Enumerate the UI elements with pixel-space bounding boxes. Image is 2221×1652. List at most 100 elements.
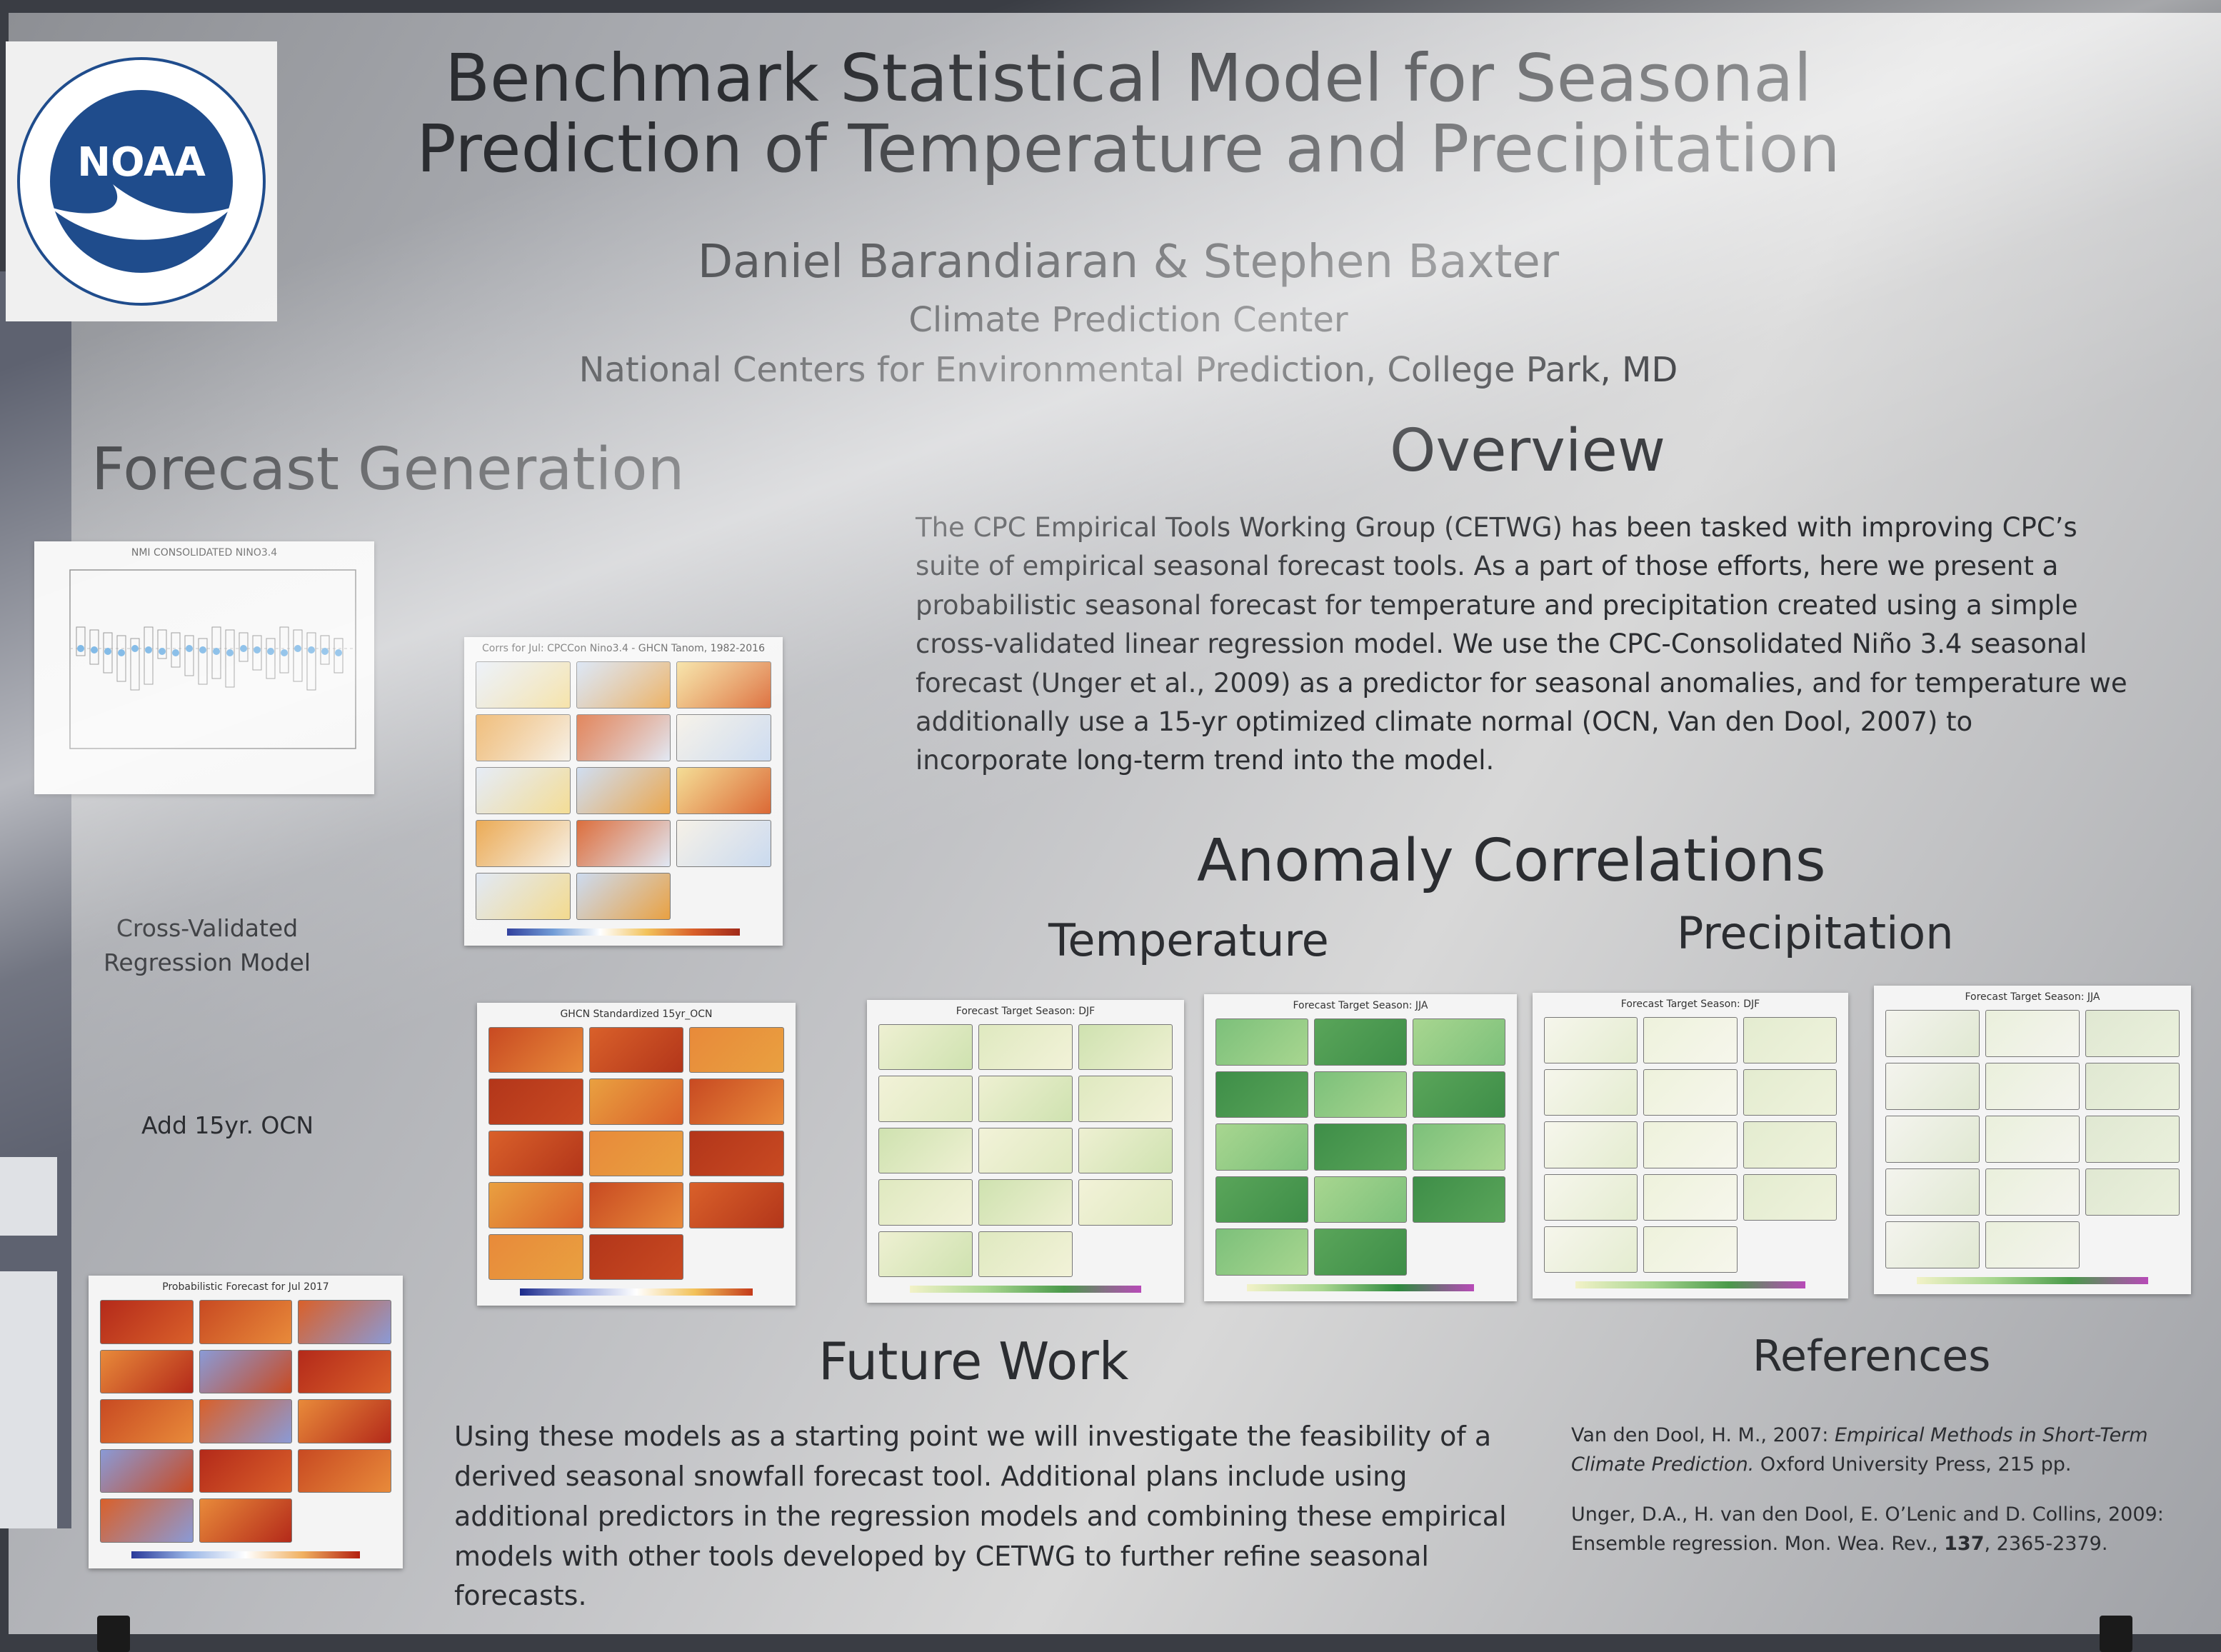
map-thumbnail — [689, 1130, 784, 1177]
map-grid — [488, 1027, 784, 1280]
map-thumbnail — [199, 1399, 293, 1443]
map-thumbnail — [676, 820, 771, 867]
nino-boxplot-chart — [69, 569, 356, 749]
map-grid — [1544, 1017, 1837, 1273]
map-thumbnail — [588, 1233, 684, 1280]
boxplot-mean-dot — [335, 649, 342, 656]
map-thumbnail — [100, 1349, 194, 1394]
precipitation-djf-figure: Forecast Target Season: DJF — [1533, 993, 1848, 1298]
map-thumbnail — [100, 1300, 194, 1344]
colorbar — [1575, 1281, 1805, 1288]
map-thumbnail — [588, 1027, 684, 1073]
map-thumbnail — [1643, 1173, 1738, 1221]
ocn-maps-figure: GHCN Standardized 15yr_OCN — [477, 1003, 796, 1306]
map-thumbnail — [1078, 1179, 1173, 1226]
boxplot-mean-dot — [199, 646, 206, 654]
map-thumbnail — [476, 767, 571, 814]
step-cross-validated-model: Cross-Validated Regression Model — [103, 914, 311, 976]
map-thumbnail — [1314, 1176, 1407, 1223]
boxplot-box — [266, 638, 276, 679]
map-thumbnail — [1544, 1121, 1638, 1168]
boxplot-mean-dot — [321, 648, 329, 655]
svg-text:NOAA: NOAA — [77, 139, 206, 186]
map-thumbnail — [1885, 1010, 1980, 1057]
step-add-ocn: Add 15yr. OCN — [141, 1111, 314, 1139]
boxplot-mean-dot — [91, 646, 98, 654]
boxplot-mean-dot — [77, 645, 84, 652]
map-thumbnail — [689, 1182, 784, 1228]
map-thumbnail — [878, 1127, 973, 1174]
map-thumbnail — [588, 1078, 684, 1125]
boxplot-box — [144, 626, 154, 685]
figure-title: Forecast Target Season: DJF — [1620, 998, 1760, 1010]
map-thumbnail — [199, 1448, 293, 1493]
boxplot-series — [76, 626, 344, 691]
boxplot-mean-dot — [145, 646, 152, 654]
forecast-generation-heading: Forecast Generation — [91, 436, 685, 504]
boxplot-box — [225, 629, 235, 688]
map-thumbnail — [1544, 1069, 1638, 1116]
map-thumbnail — [1885, 1116, 1980, 1163]
map-thumbnail — [2085, 1116, 2180, 1163]
map-thumbnail — [488, 1233, 583, 1280]
map-thumbnail — [1314, 1018, 1407, 1066]
map-thumbnail — [2085, 1168, 2180, 1216]
colorbar — [507, 928, 740, 936]
map-thumbnail — [978, 1024, 1073, 1071]
map-thumbnail — [476, 820, 571, 867]
boxplot-mean-dot — [240, 645, 247, 652]
map-thumbnail — [1643, 1226, 1738, 1273]
neighbor-card — [0, 1271, 57, 1528]
references-list: Van den Dool, H. M., 2007: Empirical Met… — [1571, 1421, 2164, 1580]
map-thumbnail — [1985, 1116, 2080, 1163]
boxplot-mean-dot — [172, 649, 179, 656]
map-thumbnail — [100, 1498, 194, 1543]
map-thumbnail — [199, 1300, 293, 1344]
map-thumbnail — [1413, 1176, 1505, 1223]
map-thumbnail — [576, 714, 671, 761]
map-thumbnail — [1215, 1176, 1308, 1223]
colorbar — [520, 1288, 753, 1296]
neighbor-card — [0, 1157, 57, 1236]
map-grid — [100, 1300, 391, 1543]
temperature-jja-figure: Forecast Target Season: JJA — [1204, 994, 1517, 1301]
correlation-maps-figure: Corrs for Jul: CPCCon Nino3.4 - GHCN Tan… — [464, 637, 783, 946]
map-thumbnail — [298, 1300, 391, 1344]
probabilistic-forecast-figure: Probabilistic Forecast for Jul 2017 — [89, 1276, 403, 1568]
map-thumbnail — [199, 1498, 293, 1543]
poster-authors: Daniel Barandiaran & Stephen Baxter — [697, 236, 1560, 289]
map-thumbnail — [1985, 1010, 2080, 1057]
map-thumbnail — [100, 1448, 194, 1493]
map-thumbnail — [1643, 1121, 1738, 1168]
map-thumbnail — [100, 1399, 194, 1443]
map-thumbnail — [298, 1349, 391, 1394]
figure-title: Corrs for Jul: CPCCon Nino3.4 - GHCN Tan… — [482, 643, 765, 654]
map-thumbnail — [1413, 1018, 1505, 1066]
map-thumbnail — [2085, 1063, 2180, 1110]
map-thumbnail — [1544, 1226, 1638, 1273]
boxplot-mean-dot — [159, 648, 166, 655]
map-thumbnail — [588, 1130, 684, 1177]
boxplot-mean-dot — [118, 649, 125, 656]
map-thumbnail — [576, 767, 671, 814]
map-thumbnail — [1215, 1071, 1308, 1118]
map-thumbnail — [576, 873, 671, 920]
map-thumbnail — [2085, 1010, 2180, 1057]
map-thumbnail — [1078, 1127, 1173, 1174]
map-thumbnail — [588, 1182, 684, 1228]
map-thumbnail — [488, 1027, 583, 1073]
map-thumbnail — [1413, 1123, 1505, 1171]
colorbar — [1247, 1284, 1474, 1291]
map-thumbnail — [978, 1231, 1073, 1277]
boxplot-mean-dot — [254, 646, 261, 654]
nino-boxplot-figure: NMI CONSOLIDATED NINO3.4 — [34, 541, 374, 794]
map-thumbnail — [1985, 1221, 2080, 1268]
map-thumbnail — [1743, 1017, 1837, 1064]
map-thumbnail — [1544, 1173, 1638, 1221]
map-thumbnail — [878, 1076, 973, 1122]
boxplot-box — [198, 638, 208, 685]
map-thumbnail — [199, 1349, 293, 1394]
map-thumbnail — [576, 661, 671, 709]
map-thumbnail — [1413, 1071, 1505, 1118]
